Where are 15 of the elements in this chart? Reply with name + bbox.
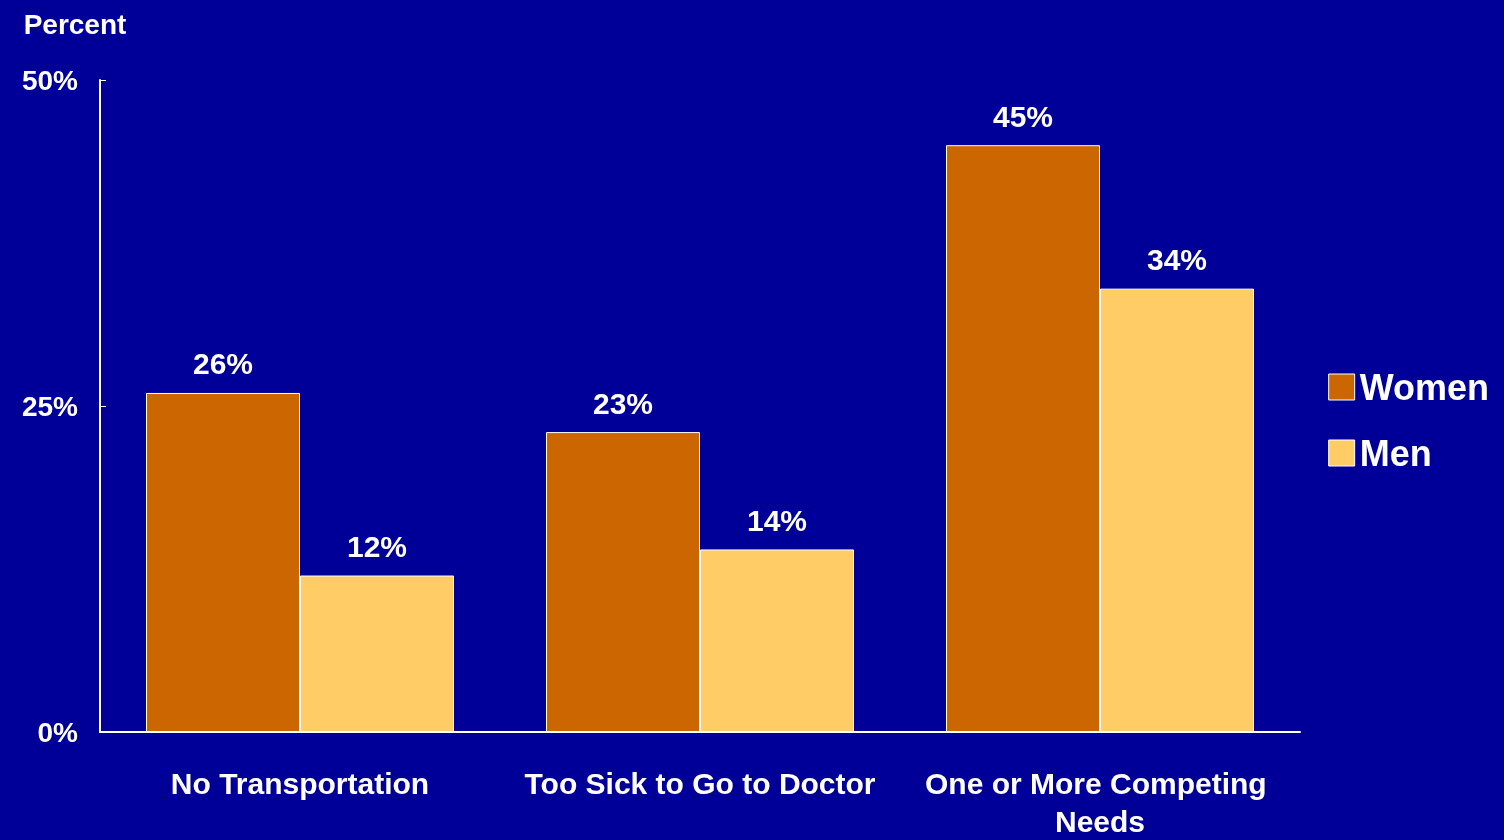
y-tick-label: 0% xyxy=(37,716,79,748)
data-label: 45% xyxy=(992,99,1054,133)
legend-label: Men xyxy=(1359,432,1432,474)
data-label: 14% xyxy=(746,503,808,537)
data-label: 26% xyxy=(192,347,254,381)
data-label: 23% xyxy=(592,386,654,420)
x-tick-label: Too Sick to Go to Doctor xyxy=(524,766,876,800)
legend-label: Women xyxy=(1359,366,1489,408)
y-tick-label: 25% xyxy=(21,390,79,422)
x-tick-label: One or More Competing Needs xyxy=(924,766,1276,838)
x-tick-label: No Transportation xyxy=(170,766,430,800)
data-label: 34% xyxy=(1146,243,1208,277)
y-tick-label: 50% xyxy=(21,64,79,96)
y-axis-title: Percent xyxy=(23,8,127,40)
data-label: 12% xyxy=(346,530,408,564)
